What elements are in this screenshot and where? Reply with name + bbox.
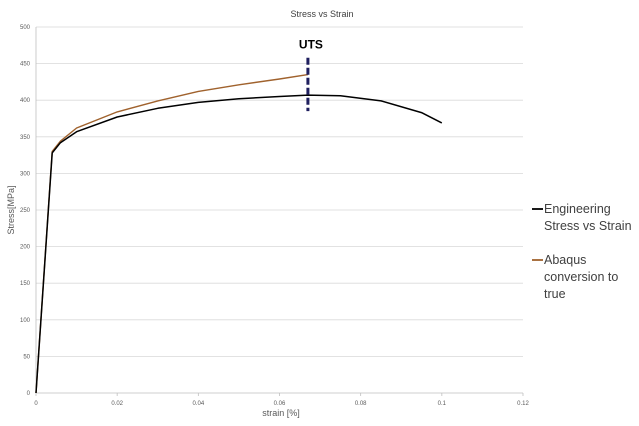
- y-tick-label: 450: [20, 62, 31, 68]
- y-axis-label: Stress[MPa]: [6, 185, 16, 234]
- axes: [35, 27, 524, 396]
- y-tick-label: 400: [20, 98, 31, 104]
- y-tick-label: 300: [20, 171, 31, 177]
- gridlines: [36, 26, 523, 357]
- x-tick-label: 0.04: [192, 401, 204, 407]
- series-line-1: [35, 94, 443, 394]
- legend: Engineering Stress vs Strain Abaqus convers…: [532, 202, 632, 301]
- x-tick-labels: 0 0.02 0.04 0.06 0.08 0.1 0.12: [34, 401, 529, 407]
- legend-entry-1: Engineering Stress vs Strain: [532, 202, 632, 233]
- x-axis-label: strain [%]: [262, 408, 300, 418]
- legend-text-line: Abaqus: [544, 253, 586, 267]
- y-tick-label: 350: [20, 135, 31, 141]
- x-tick-label: 0.02: [111, 401, 123, 407]
- series-line-2: [35, 73, 309, 394]
- legend-text-line: Engineering: [544, 202, 611, 216]
- legend-entry-2: Abaqus conversion to true: [532, 253, 618, 301]
- y-tick-labels: 0 50 100 150 200 250 300 350 400 450 500: [20, 25, 31, 397]
- legend-text-line: conversion to: [544, 270, 618, 284]
- y-tick-label: 0: [27, 391, 31, 397]
- uts-label: UTS: [299, 38, 323, 52]
- x-tick-label: 0.12: [517, 401, 529, 407]
- y-tick-label: 250: [20, 208, 31, 214]
- y-tick-label: 500: [20, 25, 31, 31]
- legend-text-line: Stress vs Strain: [544, 219, 632, 233]
- x-tick-label: 0: [34, 401, 38, 407]
- chart-title: Stress vs Strain: [290, 9, 353, 19]
- legend-text-line: true: [544, 287, 566, 301]
- x-tick-label: 0.1: [438, 401, 447, 407]
- x-tick-label: 0.08: [355, 401, 367, 407]
- y-tick-label: 100: [20, 318, 31, 324]
- y-tick-label: 200: [20, 245, 31, 251]
- annotations: UTS: [299, 38, 323, 112]
- y-tick-label: 150: [20, 281, 31, 287]
- series-lines: [35, 73, 443, 394]
- y-tick-label: 50: [23, 354, 30, 360]
- x-tick-label: 0.06: [274, 401, 286, 407]
